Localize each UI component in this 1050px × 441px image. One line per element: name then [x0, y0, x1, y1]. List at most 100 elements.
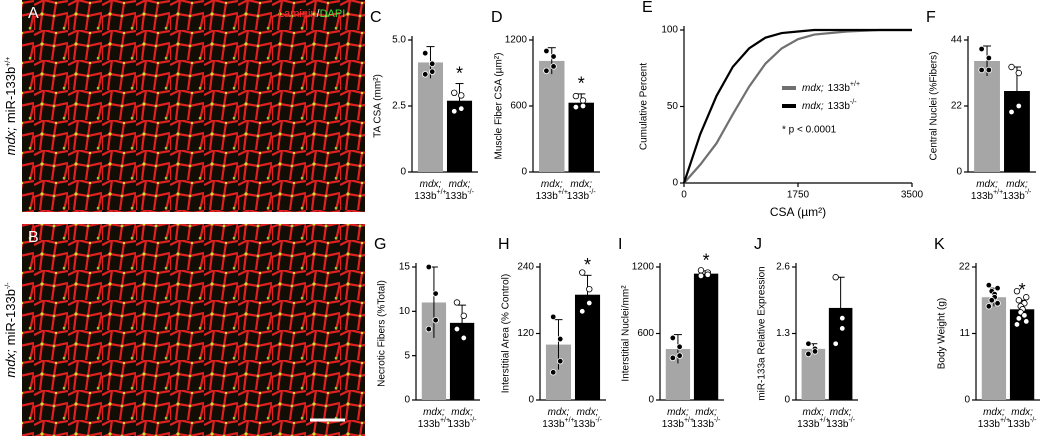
y-tick-label: 11 — [960, 328, 971, 339]
label-sup: +/+ — [5, 57, 12, 67]
label-part: 133b — [418, 419, 441, 430]
label-part: mdx; — [830, 407, 852, 418]
y-tick-label: 0 — [784, 395, 790, 406]
label-part: mdx; — [423, 407, 445, 418]
label-part: mdx; — [667, 407, 689, 418]
x-tick-label: mdx; 133b-/- — [573, 407, 603, 430]
bar — [693, 273, 719, 400]
data-point — [572, 103, 580, 111]
x-tick-label: mdx; 133b+/+ — [971, 179, 1003, 202]
bar — [974, 61, 1000, 172]
label-sup: +/+ — [565, 417, 575, 424]
label-sup: -/- — [589, 189, 596, 196]
data-point — [422, 71, 429, 78]
x-tick-label: mdx; 133b+/+ — [414, 179, 446, 202]
label-part: 133b — [445, 191, 468, 202]
data-point — [676, 352, 683, 359]
label-sup: -/- — [714, 417, 721, 424]
data-point — [994, 284, 1001, 292]
panel-letter: B — [28, 229, 39, 246]
y-axis-label: Central Nuclei (%Fibers) — [929, 52, 940, 161]
y-tick-label: 0 — [521, 167, 527, 178]
label-part: mdx; — [976, 179, 998, 190]
panel-letter: I — [618, 236, 622, 253]
y-tick-label: 0 — [400, 167, 406, 178]
label-part: mdx; — [983, 407, 1005, 418]
x-tick-label: mdx; 133b-/- — [567, 179, 597, 202]
data-point — [832, 340, 839, 347]
data-point — [460, 334, 467, 342]
label-part: mdx; — [3, 349, 18, 378]
panel-letter: H — [498, 236, 510, 253]
stain-sep: / — [317, 8, 321, 20]
x-tick-label: mdx; 133b+/+ — [418, 407, 450, 430]
bar — [417, 62, 444, 172]
data-point — [1015, 102, 1022, 110]
data-point — [1015, 297, 1023, 304]
label-part: mdx; — [541, 179, 563, 190]
label-sup: -/- — [5, 282, 12, 289]
x-tick-label: mdx; 133b-/- — [445, 179, 475, 202]
data-point — [572, 92, 580, 100]
data-point — [985, 303, 993, 310]
data-point — [453, 325, 461, 333]
stain-label: Laminin/DAPI — [278, 8, 345, 20]
x-axis-label: CSA (µm²) — [770, 205, 826, 219]
label-part: mdx; — [577, 407, 599, 418]
significance: * — [1019, 280, 1026, 300]
y-tick-label: 2.5 — [392, 101, 406, 112]
y-axis-label: Interstitial Area (% Control) — [501, 274, 512, 394]
data-point — [832, 274, 839, 281]
data-point — [579, 269, 586, 276]
label-part: 133b — [573, 419, 596, 430]
label-part: 133b — [414, 191, 437, 202]
label-sup: -/- — [595, 417, 602, 424]
x-tick-label: mdx; 133b+/+ — [542, 407, 574, 430]
y-tick-label: 2.6 — [776, 262, 790, 273]
y-axis-label: TA CSA (mm²) — [373, 74, 384, 138]
label-part: 133b — [662, 419, 685, 430]
micrograph-label: mdx; miR-133b+/+ — [3, 57, 18, 156]
y-axis-label: miR-133a Relative Expression — [757, 266, 768, 401]
data-point — [422, 50, 429, 57]
y-tick-label: 600 — [510, 101, 527, 112]
data-point — [811, 348, 819, 355]
data-point — [704, 271, 711, 278]
data-point — [432, 290, 439, 297]
label-part: 133b — [448, 419, 471, 430]
data-point — [1013, 287, 1021, 295]
data-point — [543, 67, 550, 74]
y-tick-label: 22 — [959, 262, 971, 273]
y-tick-label: 0 — [404, 395, 410, 406]
label-sup: -/- — [1030, 417, 1037, 424]
series-line — [683, 28, 912, 184]
label-part: 133b — [828, 101, 851, 112]
data-point — [579, 308, 586, 315]
y-tick-label: 0 — [956, 167, 962, 178]
bar — [539, 60, 565, 172]
panel-letter: K — [934, 236, 945, 253]
label-sup: +/+ — [1000, 417, 1010, 424]
label-sup: +/+ — [684, 417, 694, 424]
label-part: 133b — [1003, 191, 1026, 202]
panel-letter: J — [754, 236, 762, 253]
label-part: 133b — [978, 419, 1001, 430]
bar — [568, 102, 594, 172]
significance: * — [584, 255, 591, 275]
data-point — [557, 358, 564, 365]
x-tick-label: mdx; 133b+/+ — [536, 179, 568, 202]
label-sup: +/+ — [437, 189, 447, 196]
data-point — [805, 350, 812, 358]
data-point — [978, 66, 985, 74]
bar — [801, 348, 826, 400]
y-tick-label: 1200 — [505, 35, 528, 46]
label-part: mdx; — [1011, 407, 1033, 418]
label-part: mdx; — [449, 179, 471, 190]
x-tick-label: 0 — [681, 190, 687, 201]
data-point — [994, 300, 1001, 307]
y-tick-label: 15 — [399, 262, 411, 273]
data-point — [669, 354, 677, 362]
significance: * — [578, 74, 585, 94]
y-tick-label: 120 — [517, 328, 534, 339]
y-tick-label: 5 — [404, 350, 410, 361]
